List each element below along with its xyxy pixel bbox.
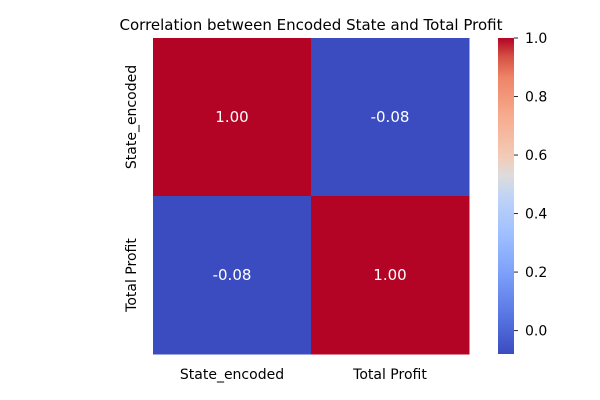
- y-tick-label: Total Profit: [124, 238, 140, 313]
- chart-title: Correlation between Encoded State and To…: [120, 16, 503, 34]
- colorbar-tick-label: 1.0: [525, 31, 547, 47]
- heatmap-cell-0-0: [153, 38, 312, 197]
- heatmap-cell-1-0: [153, 196, 312, 355]
- colorbar-tick-label: 0.0: [525, 324, 547, 340]
- colorbar-tick-label: 0.6: [525, 148, 547, 164]
- y-tick-label: State_encoded: [124, 65, 140, 169]
- colorbar-tick-label: 0.8: [525, 90, 547, 106]
- heatmap-cell-0-1: [311, 38, 470, 197]
- colorbar-tick-label: 0.2: [525, 265, 547, 281]
- cell-annotation-0-0: 1.00: [215, 108, 248, 126]
- x-tick-label: State_encoded: [180, 367, 284, 383]
- cell-annotation-0-1: -0.08: [371, 108, 410, 126]
- heatmap-cell-1-1: [311, 196, 470, 355]
- colorbar: [498, 38, 514, 354]
- cell-annotation-1-0: -0.08: [213, 266, 252, 284]
- cell-annotation-1-1: 1.00: [373, 266, 406, 284]
- colorbar-tick-label: 0.4: [525, 207, 547, 223]
- x-tick-label: Total Profit: [352, 367, 427, 383]
